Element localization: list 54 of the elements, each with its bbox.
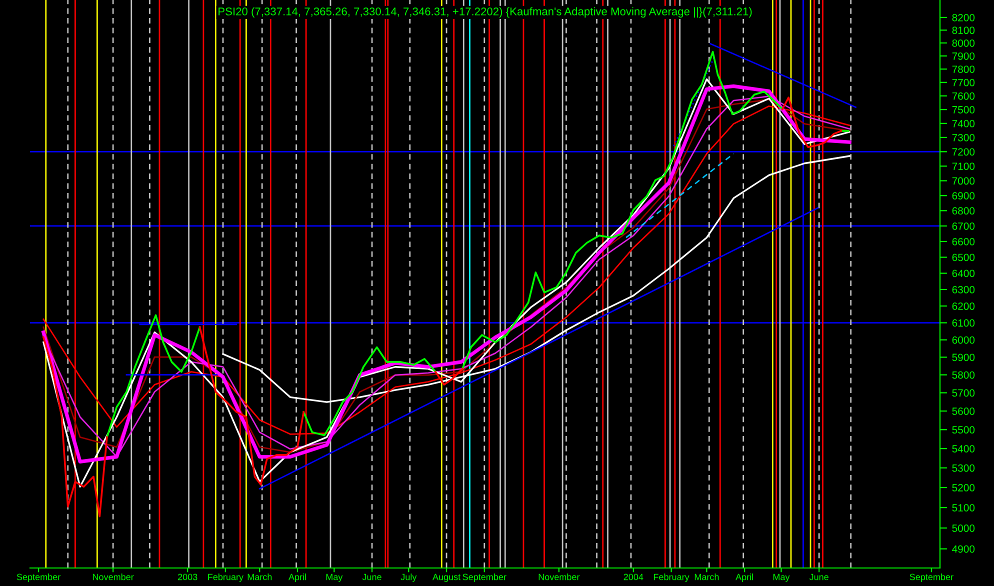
y-tick-label: 5800: [952, 371, 975, 379]
y-tick-label: 7600: [952, 92, 975, 100]
y-tick-label: 6300: [952, 286, 975, 294]
y-tick-label: 5700: [952, 389, 975, 397]
y-tick-label: 7400: [952, 120, 975, 128]
x-tick-label: September: [910, 574, 954, 582]
y-tick-label: 5200: [952, 484, 975, 492]
x-tick-label: 2003: [178, 574, 198, 580]
x-tick-label: March: [694, 574, 719, 580]
x-tick-label: April: [288, 574, 306, 582]
x-tick-label: November: [92, 574, 134, 580]
y-tick-label: 6000: [952, 336, 975, 344]
y-tick-label: 8200: [952, 14, 975, 22]
y-tick-label: 8100: [952, 26, 975, 34]
x-tick-label: July: [400, 574, 417, 582]
x-tick-label: May: [326, 574, 343, 582]
x-tick-label: April: [736, 574, 753, 582]
y-tick-label: 7800: [952, 66, 975, 73]
y-tick-label: 6400: [952, 270, 975, 278]
y-tick-label: 4900: [952, 545, 975, 553]
y-tick-label: 5600: [952, 408, 975, 415]
y-tick-label: 6500: [952, 254, 975, 262]
x-tick-label: August: [432, 574, 461, 582]
y-tick-label: 5500: [952, 426, 975, 434]
x-tick-label: September: [462, 574, 506, 582]
y-tick-label: 7700: [952, 78, 975, 86]
y-tick-label: 7200: [952, 148, 975, 156]
x-tick-label: June: [362, 574, 382, 580]
y-tick-label: 7500: [952, 106, 975, 114]
y-tick-label: 5300: [952, 464, 975, 472]
y-tick-label: 5900: [952, 354, 975, 362]
x-tick-label: March: [248, 574, 272, 580]
y-tick-label: 7300: [952, 134, 975, 142]
x-tick-label: February: [654, 574, 690, 582]
y-tick-label: 5400: [952, 445, 975, 452]
x-tick-label: September: [16, 574, 60, 582]
text: PSI20 (7,337.14, 7,365.26, 7,330.14, 7,346.31, +17.2202) {Kaufman's Adaptive Moving Average ||}(7,311.21): [218, 7, 752, 18]
y-tick-label: 6900: [952, 192, 975, 200]
y-tick-label: 5000: [952, 524, 975, 532]
y-tick-label: 6800: [952, 207, 975, 215]
y-tick-label: 8000: [952, 39, 975, 47]
y-tick-label: 6100: [952, 319, 975, 327]
x-tick-label: February: [208, 574, 244, 582]
x-tick-label: May: [773, 574, 790, 582]
y-tick-label: 6700: [952, 222, 975, 230]
y-tick-label: 7000: [952, 177, 975, 185]
y-tick-label: 5100: [952, 504, 975, 512]
y-tick-label: 7900: [952, 52, 975, 60]
y-tick-label: 7100: [952, 162, 975, 170]
x-tick-label: November: [538, 574, 580, 580]
x-tick-label: 2004: [624, 574, 644, 580]
y-tick-label: 6200: [952, 302, 975, 310]
y-tick-label: 6600: [952, 238, 975, 246]
x-tick-label: June: [809, 574, 828, 580]
